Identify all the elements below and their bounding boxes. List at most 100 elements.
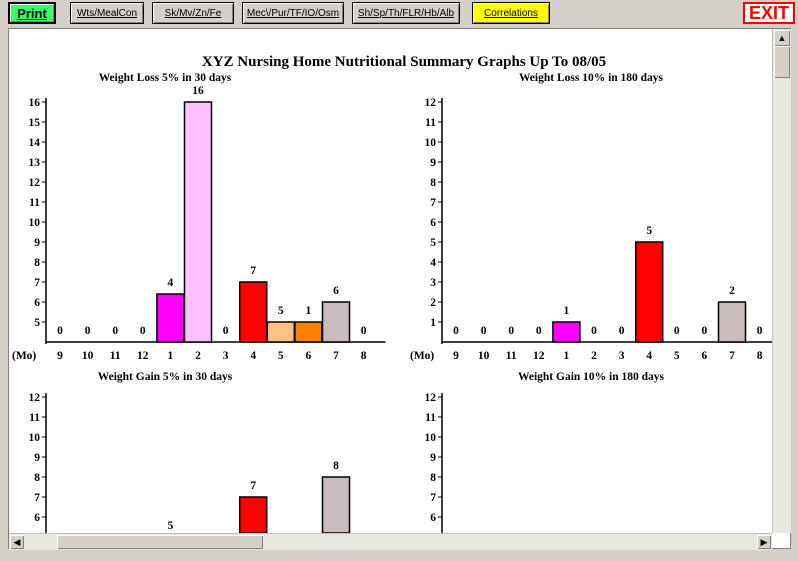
chart-2-y-tick-label: 4 [430, 257, 436, 269]
chart-1-x-tick-label: 12 [137, 350, 149, 362]
chart-4-y-tick-label: 10 [425, 432, 437, 444]
chart-2-x-tick-label: 2 [591, 350, 597, 362]
report-panel: XYZ Nursing Home Nutritional Summary Gra… [8, 28, 791, 549]
chart-3-y-tick-label: 7 [34, 492, 40, 504]
chart-2-bar-7 [717, 301, 747, 343]
chart-1-x-tick-label: 4 [250, 350, 256, 362]
chart-2-y-tick-label: 6 [430, 217, 436, 229]
chart-1-data-label: 0 [57, 325, 63, 337]
chart-1-bar-6 [294, 321, 323, 343]
chart-1-y-tick-label: 6 [34, 297, 40, 309]
chart-1-data-label: 6 [333, 285, 339, 297]
chart-4-y-tick-label: 12 [425, 392, 437, 404]
chart-2-y-tick-label: 5 [430, 237, 436, 249]
chart-1-data-label: 7 [250, 265, 256, 277]
horizontal-scroll-thumb[interactable] [57, 535, 263, 549]
chart-1-x-tick-label: 1 [168, 350, 174, 362]
chart-2-x-tick-label: 7 [729, 350, 735, 362]
chart-2-y-tick-label: 9 [430, 157, 436, 169]
scroll-up-arrow-icon[interactable]: ▲ [774, 30, 790, 46]
chart-1-y-tick-label: 16 [29, 97, 41, 109]
chart-1-bar-1 [156, 293, 185, 343]
horizontal-scrollbar[interactable]: ◀ ▶ [9, 533, 772, 550]
chart-2-y-tick-label: 7 [430, 197, 436, 209]
chart-2-y-tick-label: 8 [430, 177, 436, 189]
chart-2-data-label: 0 [453, 325, 459, 337]
chart-2-data-label: 0 [536, 325, 542, 337]
chart-3-y-tick-label: 9 [34, 452, 40, 464]
chart-1-title: Weight Loss 5% in 30 days [99, 72, 232, 84]
vertical-scrollbar[interactable]: ▲ [772, 29, 791, 533]
chart-2-y-tick-label: 2 [430, 297, 436, 309]
chart-2-x-tick-label: 12 [533, 350, 545, 362]
chart-1-data-label: 16 [192, 85, 204, 97]
chart-1-y-tick-label: 11 [29, 197, 40, 209]
chart-2-x-tick-label: 11 [506, 350, 517, 362]
chart-1-y-tick-label: 8 [34, 257, 40, 269]
chart-1-x-tick-label: 3 [223, 350, 229, 362]
chart-1-x-tick-label: 5 [278, 350, 284, 362]
chart-2-y-tick-label: 1 [430, 317, 436, 329]
scroll-right-arrow-icon[interactable]: ▶ [757, 535, 771, 549]
chart-2-x-tick-label: 6 [702, 350, 708, 362]
chart-1-data-label: 1 [306, 305, 312, 317]
chart-2-data-label: 0 [674, 325, 680, 337]
chart-4-y-tick-label: 9 [430, 452, 436, 464]
mec-pur-button[interactable]: Mec\/Pur/TF/IO/Osm [242, 2, 344, 24]
chart-2-y-tick-label: 12 [425, 97, 437, 109]
correlations-button[interactable]: Correlations [472, 2, 550, 24]
chart-1-x-tick-label: 2 [195, 350, 201, 362]
chart-2-data-label: 2 [729, 285, 735, 297]
vertical-scroll-thumb[interactable] [774, 46, 790, 78]
chart-2-data-label: 1 [564, 305, 570, 317]
chart-2-x-tick-label: 8 [757, 350, 763, 362]
chart-3-y-tick-label: 8 [34, 472, 40, 484]
chart-1-y-tick-label: 5 [34, 317, 40, 329]
chart-3-y-tick-label: 10 [29, 432, 41, 444]
chart-4-y-tick-label: 8 [430, 472, 436, 484]
chart-4-y-tick-label: 11 [425, 412, 436, 424]
chart-1-x-label: (Mo) [12, 350, 36, 362]
chart-1-x-tick-label: 6 [306, 350, 312, 362]
report-title: XYZ Nursing Home Nutritional Summary Gra… [202, 54, 606, 70]
wts-mealcon-button[interactable]: Wts/MealCon [70, 2, 144, 24]
chart-2-data-label: 5 [646, 225, 652, 237]
chart-3-data-label: 8 [333, 460, 339, 472]
chart-1-y-tick-label: 12 [29, 177, 41, 189]
chart-1-bar-5 [266, 321, 296, 343]
chart-2-x-tick-label: 1 [564, 350, 570, 362]
chart-2-y-tick-label: 11 [425, 117, 436, 129]
scroll-left-arrow-icon[interactable]: ◀ [10, 535, 24, 549]
charts-canvas: XYZ Nursing Home Nutritional Summary Gra… [12, 54, 782, 533]
chart-4-y-tick-label: 6 [430, 512, 436, 524]
chart-2-y-tick-label: 10 [425, 137, 437, 149]
chart-1-x-tick-label: 7 [333, 350, 339, 362]
print-button[interactable]: Print [8, 2, 56, 24]
sh-sp-th-button[interactable]: Sh/Sp/Th/FLR/Hb/Alb [352, 2, 460, 24]
chart-3-y-tick-label: 11 [29, 412, 40, 424]
chart-1-data-label: 0 [140, 325, 146, 337]
chart-2-x-tick-label: 5 [674, 350, 680, 362]
chart-3-title: Weight Gain 5% in 30 days [98, 371, 233, 383]
chart-1-x-tick-label: 11 [110, 350, 121, 362]
exit-button[interactable]: EXIT [743, 2, 795, 24]
chart-1-data-label: 0 [112, 325, 118, 337]
chart-2-x-tick-label: 9 [453, 350, 459, 362]
chart-2-data-label: 0 [508, 325, 514, 337]
chart-3-data-label: 5 [168, 520, 174, 532]
chart-3-y-tick-label: 12 [29, 392, 41, 404]
chart-2-y-tick-label: 3 [430, 277, 436, 289]
chart-3-y-tick-label: 6 [34, 512, 40, 524]
chart-2-x-label: (Mo) [410, 350, 434, 362]
chart-1-x-tick-label: 10 [82, 350, 94, 362]
chart-1-data-label: 5 [278, 305, 284, 317]
chart-2-title: Weight Loss 10% in 180 days [519, 72, 664, 84]
chart-2-data-label: 0 [702, 325, 708, 337]
chart-1-data-label: 0 [361, 325, 367, 337]
chart-2-x-tick-label: 10 [478, 350, 490, 362]
chart-2-data-label: 0 [757, 325, 763, 337]
chart-1-bar-4 [238, 281, 268, 343]
chart-2-x-tick-label: 4 [646, 350, 652, 362]
sk-mv-zn-fe-button[interactable]: Sk/Mv/Zn/Fe [152, 2, 234, 24]
chart-1-bar-7 [321, 301, 351, 343]
